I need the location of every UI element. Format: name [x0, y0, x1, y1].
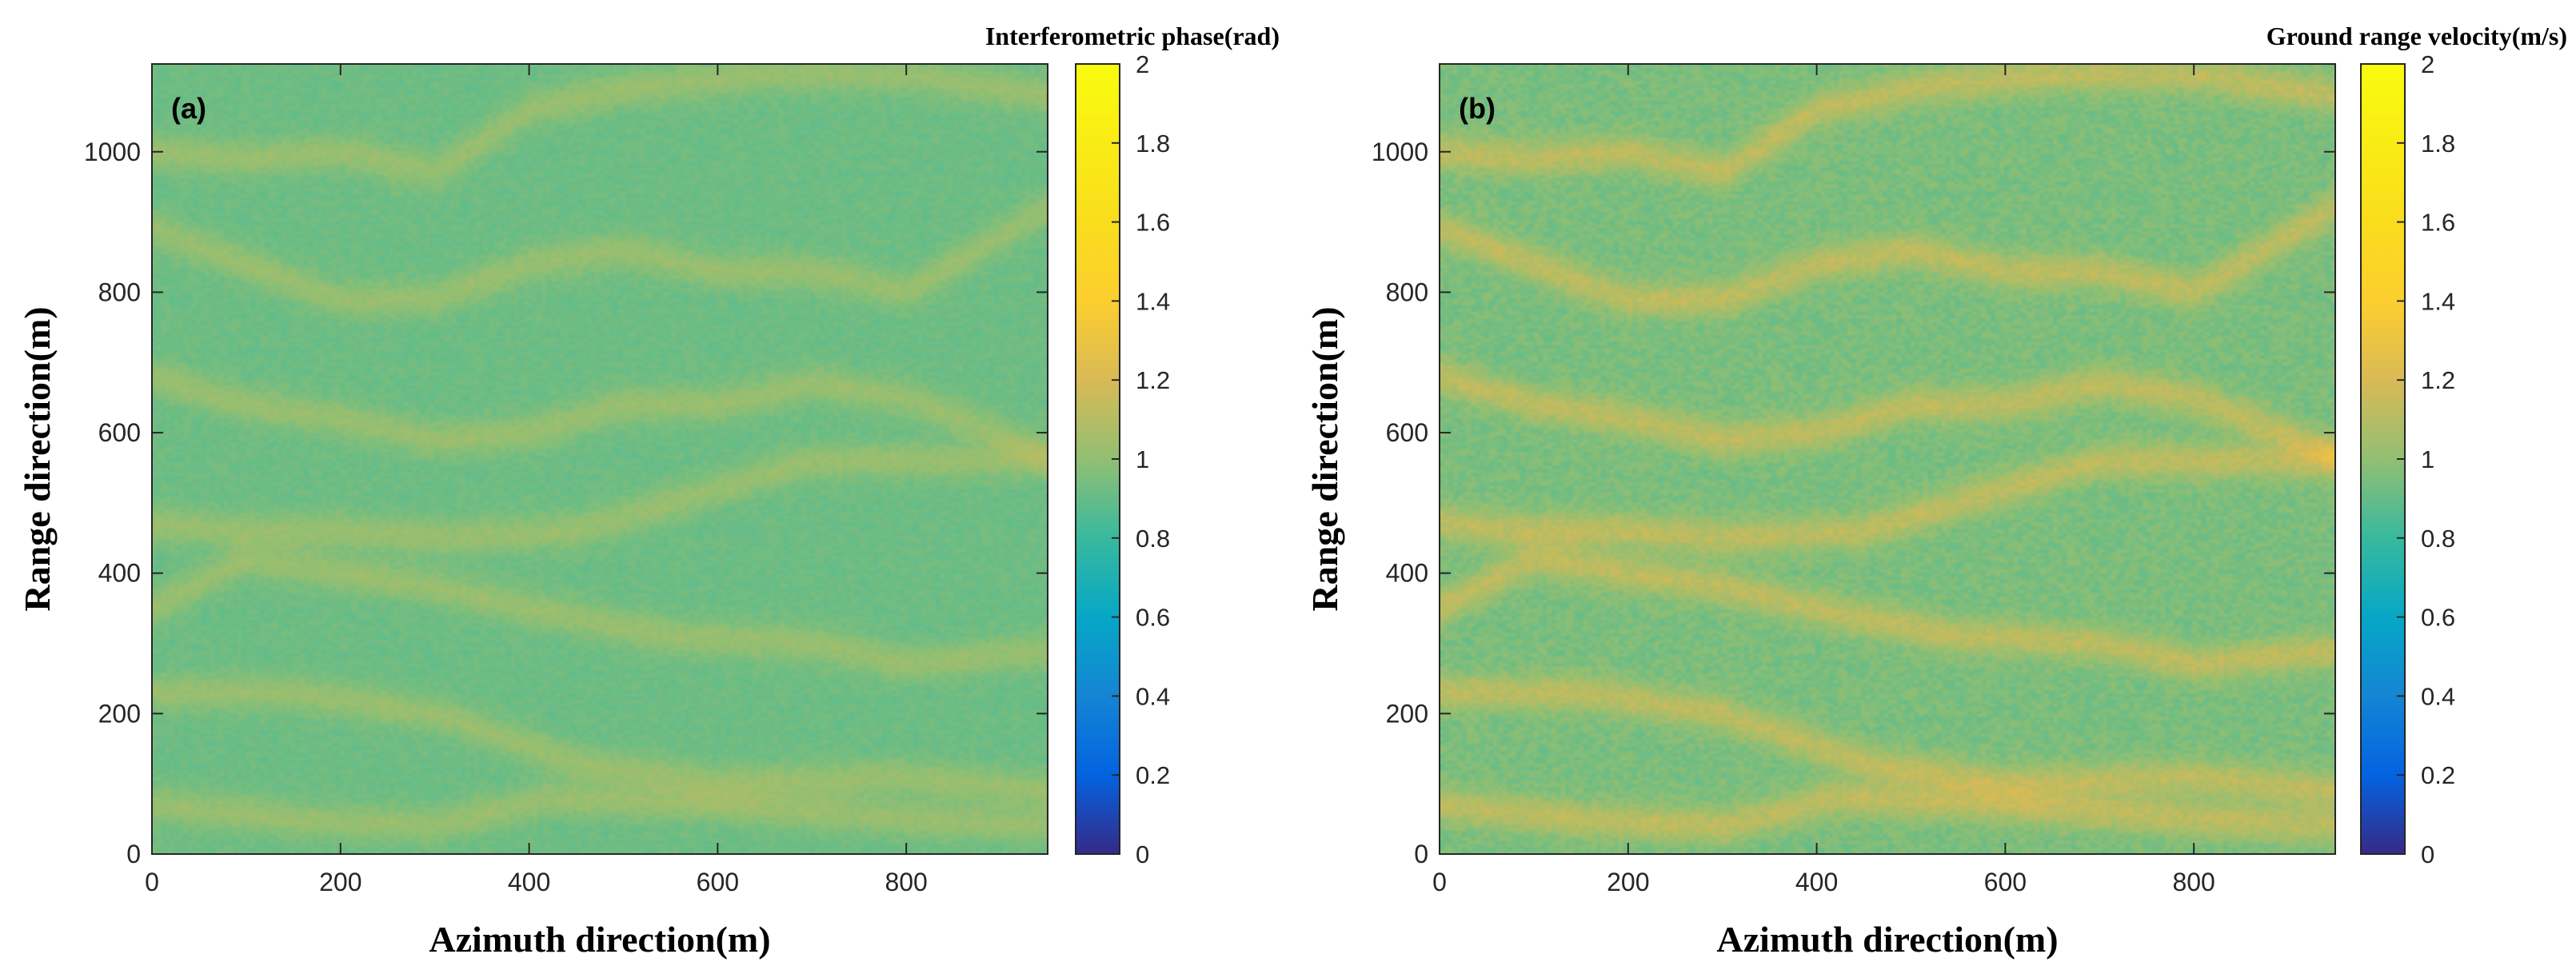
colorbar-tick-label: 0 [1136, 840, 1149, 868]
colorbar-ticks-b: 0 0.2 0.4 0.6 0.8 1 1.2 1.4 1.6 1.8 2 [2397, 50, 2455, 868]
y-tick-label: 1000 [1372, 138, 1428, 166]
x-tick-label: 200 [1607, 868, 1649, 896]
x-tick-label: 200 [319, 868, 361, 896]
colorbar-tick-label: 1.4 [1136, 287, 1170, 315]
x-axis-label-b: Azimuth direction(m) [1716, 919, 2058, 960]
colorbar-title-a: Interferometric phase(rad) [985, 22, 1280, 50]
y-tick-label: 1000 [84, 138, 141, 166]
x-axis-label-a: Azimuth direction(m) [429, 919, 770, 960]
colorbar-tick-label: 0.4 [1136, 682, 1170, 710]
colorbar-tick-label: 1.6 [1136, 209, 1170, 237]
x-tick-label: 0 [145, 868, 159, 896]
x-tick-label: 0 [1432, 868, 1447, 896]
colorbar-tick-label: 0.6 [2421, 604, 2455, 632]
y-axis-label-b: Range direction(m) [1304, 306, 1345, 611]
y-tick-label: 400 [98, 559, 141, 588]
colorbar-tick-label: 0.8 [2421, 525, 2455, 553]
plot-frame-b [1439, 63, 2336, 855]
axis-ticks-b: 0 200 400 600 800 0 200 400 600 800 1000 [1372, 64, 2335, 896]
panel-b: 0 200 400 600 800 0 200 400 600 800 1000 (b) Azimu… [1304, 22, 2567, 960]
colorbar-title-b: Ground range velocity(m/s) [2266, 22, 2567, 50]
heatmap-b [1440, 64, 2335, 854]
colorbar-tick-label: 1.2 [2421, 366, 2455, 394]
y-tick-label: 600 [98, 418, 141, 447]
colorbar-tick-label: 1 [1136, 445, 1149, 473]
colorbar-tick-label: 2 [1136, 50, 1149, 78]
y-tick-label: 0 [1414, 840, 1428, 868]
panel-a: 0 200 400 600 800 0 200 400 600 800 1000 (a) Azimu… [17, 22, 1280, 960]
x-tick-label: 400 [508, 868, 550, 896]
y-tick-label: 600 [1386, 418, 1428, 447]
y-tick-label: 800 [98, 277, 141, 306]
colorbar-tick-label: 0.6 [1136, 604, 1170, 632]
panel-label-a: (a) [171, 92, 206, 125]
x-tick-label: 600 [697, 868, 739, 896]
colorbar-tick-label: 0.2 [1136, 761, 1170, 789]
colorbar-tick-label: 1 [2421, 445, 2434, 473]
colorbar-tick-label: 0.2 [2421, 761, 2455, 789]
colorbar-tick-label: 1.8 [2421, 130, 2455, 158]
x-tick-label: 400 [1795, 868, 1838, 896]
colorbar-tick-label: 1.4 [2421, 287, 2455, 315]
y-tick-label: 200 [98, 699, 141, 728]
x-tick-label: 800 [2172, 868, 2215, 896]
colorbar-tick-label: 2 [2421, 50, 2434, 78]
y-tick-label: 800 [1386, 277, 1428, 306]
x-tick-label: 800 [885, 868, 927, 896]
colorbar-tick-label: 1.6 [2421, 209, 2455, 237]
panel-label-b: (b) [1459, 92, 1496, 125]
colorbar-tick-label: 0.4 [2421, 682, 2455, 710]
colorbar-tick-label: 0 [2421, 840, 2434, 868]
heatmap-a [152, 64, 1048, 854]
colorbar-tick-label: 1.8 [1136, 130, 1170, 158]
y-axis-label-a: Range direction(m) [17, 306, 58, 611]
colorbar-ticks-a: 0 0.2 0.4 0.6 0.8 1 1.2 1.4 1.6 1.8 2 [1112, 50, 1170, 868]
x-tick-label: 600 [1984, 868, 2027, 896]
plot-frame-a [151, 63, 1048, 855]
y-tick-label: 400 [1386, 559, 1428, 588]
y-tick-label: 0 [126, 840, 141, 868]
colorbar-tick-label: 0.8 [1136, 525, 1170, 553]
colorbar-tick-label: 1.2 [1136, 366, 1170, 394]
y-tick-label: 200 [1386, 699, 1428, 728]
axis-ticks-a: 0 200 400 600 800 0 200 400 600 800 1000 [84, 64, 1048, 896]
